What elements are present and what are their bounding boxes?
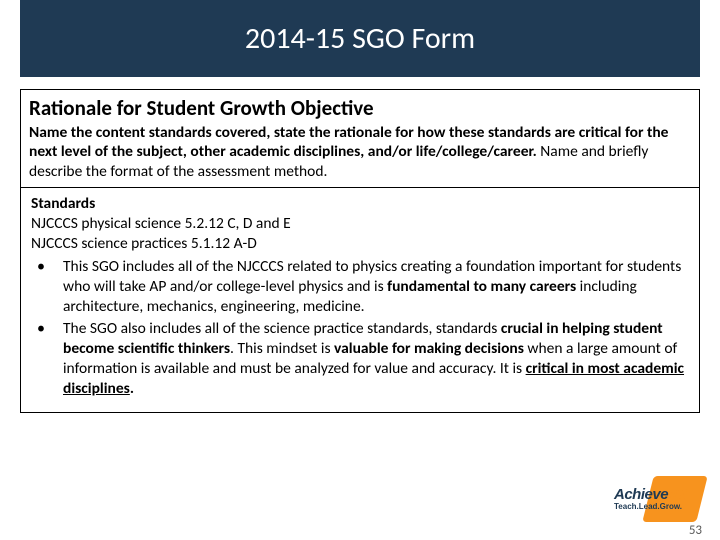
logo-nj: NJ: [668, 486, 686, 503]
bullet-list: This SGO includes all of the NJCCCS rela…: [31, 257, 689, 400]
list-item: This SGO includes all of the NJCCCS rela…: [31, 257, 689, 317]
standards-heading: Standards: [31, 194, 689, 214]
bullet1-emph: fundamental to many careers: [387, 277, 576, 296]
rationale-instruction: Name the content standards covered, stat…: [21, 123, 699, 187]
b2-t2: . This mindset is: [230, 339, 334, 358]
page-number: 53: [689, 523, 702, 538]
b2-t1: The SGO also includes all of the science…: [63, 319, 501, 338]
logo-text: AchieveNJ Teach.Lead.Grow.: [614, 486, 686, 511]
b2-e2: valuable for making decisions: [334, 339, 524, 358]
list-item: The SGO also includes all of the science…: [31, 319, 689, 400]
section-heading: Rationale for Student Growth Objective: [21, 90, 699, 123]
standards-line-1: NJCCCS physical science 5.2.12 C, D and …: [31, 214, 689, 234]
rationale-box: Rationale for Student Growth Objective N…: [20, 89, 700, 413]
standards-line-2: NJCCCS science practices 5.1.12 A-D: [31, 234, 689, 254]
b2-t4: .: [130, 379, 134, 398]
page-title: 2014-15 SGO Form: [20, 0, 700, 77]
logo-main: Achieve: [614, 486, 668, 503]
logo-tagline: Teach.Lead.Grow.: [614, 502, 686, 511]
standards-content: Standards NJCCCS physical science 5.2.12…: [21, 187, 699, 411]
